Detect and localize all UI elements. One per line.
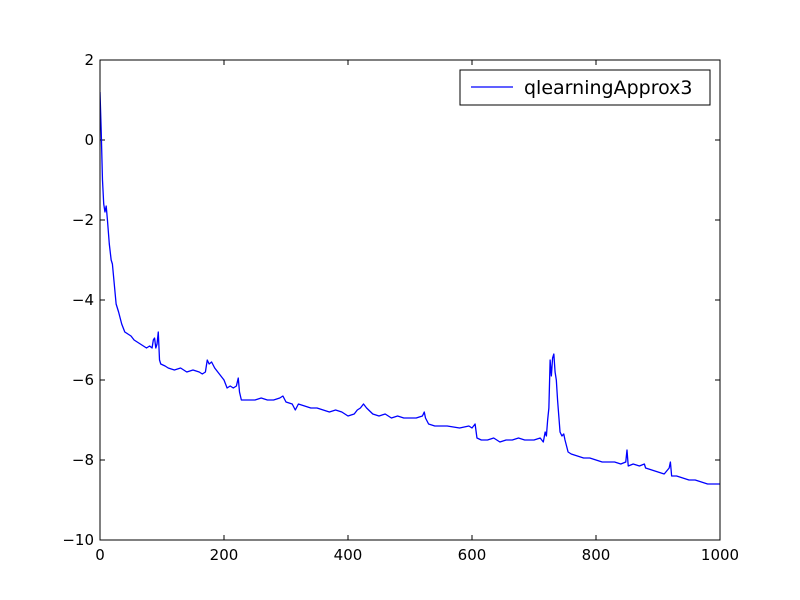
- y-tick-label: −4: [72, 291, 94, 309]
- x-tick-label: 0: [95, 546, 105, 564]
- y-tick-label: −6: [72, 371, 94, 389]
- y-tick-label: −8: [72, 451, 94, 469]
- y-tick-label: −2: [72, 211, 94, 229]
- x-tick-label: 1000: [701, 546, 739, 564]
- legend-label: qlearningApprox3: [524, 77, 692, 99]
- tick-marks: [99, 59, 721, 541]
- x-tick-label: 600: [458, 546, 487, 564]
- series-line-qlearningapprox3: [100, 91, 720, 485]
- x-tick-label: 800: [582, 546, 611, 564]
- tick-labels: 0 200 400 600 800 1000 2 0 −2 −4 −6 −8 −10: [62, 51, 739, 564]
- x-tick-label: 200: [210, 546, 239, 564]
- x-tick-label: 400: [334, 546, 363, 564]
- plot-frame: [99, 59, 721, 541]
- legend: qlearningApprox3: [459, 69, 711, 106]
- y-tick-label: −10: [62, 531, 94, 549]
- y-tick-label: 2: [84, 51, 94, 69]
- y-tick-label: 0: [84, 131, 94, 149]
